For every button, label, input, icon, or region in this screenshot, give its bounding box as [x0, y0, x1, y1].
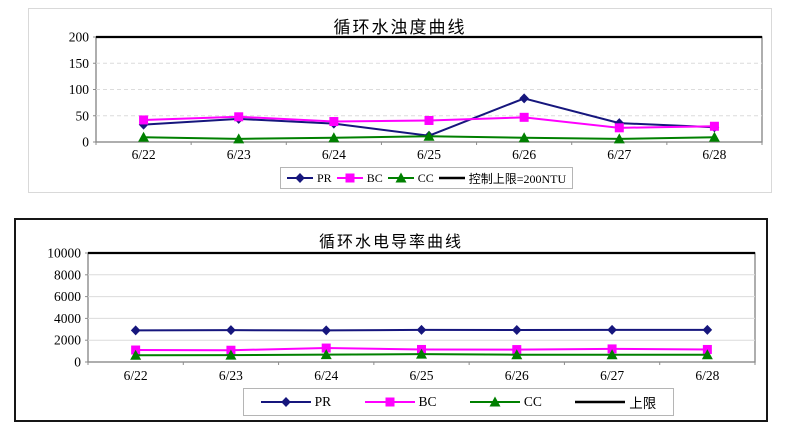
square-marker	[321, 343, 331, 353]
turbidity-chart-card: 循环水浊度曲线 0 50 100 150 200 6/22 6/23 6/24 6/25 6/26…	[28, 8, 772, 193]
x-tick-label: 6/23	[227, 147, 251, 162]
legend-label: 上限	[629, 396, 657, 411]
triangle-marker	[138, 131, 150, 142]
legend-diamond-sample	[260, 397, 311, 407]
square-marker	[614, 123, 624, 133]
square-marker	[709, 121, 719, 131]
x-tick-label: 6/23	[219, 368, 243, 383]
triangle-marker	[416, 348, 427, 359]
diamond-marker	[519, 93, 529, 104]
conductivity-legend: PR BC CC 上限	[243, 388, 674, 416]
legend-label: PR	[317, 170, 332, 185]
diamond-marker	[130, 325, 141, 336]
conductivity-plot-area: 0 2000 4000 6000 8000 10000 6/22 6/23 6/24 6/25 6/…	[47, 246, 756, 383]
diamond-marker	[226, 325, 236, 336]
y-tick-label: 8000	[54, 267, 81, 282]
triangle-marker	[233, 133, 245, 144]
triangle-marker	[320, 349, 332, 360]
triangle-marker	[225, 349, 237, 360]
square-marker	[345, 173, 355, 183]
turbidity-chart-title: 循环水浊度曲线	[333, 18, 467, 37]
square-marker	[607, 344, 617, 354]
x-tick-label: 6/28	[702, 147, 726, 162]
y-tick-label: 4000	[54, 311, 81, 326]
y-tick-label: 2000	[54, 333, 81, 348]
x-tick-label: 6/24	[322, 147, 346, 162]
diamond-marker	[416, 324, 427, 335]
triangle-marker	[328, 132, 340, 143]
conductivity-chart-card: 循环水电导率曲线 0 2000 4000 6000 8000 10000 6/22 6/23 6…	[14, 218, 768, 422]
x-tick-label: 6/25	[409, 368, 433, 383]
triangle-marker	[130, 349, 142, 360]
legend-item-BC: BC	[336, 170, 383, 186]
square-marker	[139, 115, 149, 125]
triangle-marker	[708, 131, 720, 142]
square-marker	[329, 117, 339, 127]
legend-item-控制上限=200NTU: 控制上限=200NTU	[438, 170, 567, 187]
legend-label: PR	[314, 394, 332, 409]
y-tick-label: 6000	[54, 289, 81, 304]
diamond-marker	[295, 173, 305, 183]
square-marker	[385, 397, 395, 407]
x-tick-label: 6/22	[132, 147, 156, 162]
triangle-marker	[606, 349, 618, 360]
legend-triangle-sample	[387, 172, 414, 183]
legend-item-CC: CC	[387, 170, 434, 186]
x-tick-label: 6/22	[124, 368, 148, 383]
y-tick-label: 100	[69, 82, 90, 97]
triangle-marker	[518, 132, 530, 143]
x-tick-label: 6/25	[417, 147, 441, 162]
triangle-marker	[489, 396, 501, 407]
turbidity-legend: PR BC CC 控制上限=200NTU	[280, 167, 574, 189]
legend-triangle-sample	[469, 396, 520, 407]
legend-line-sample	[575, 400, 626, 404]
legend-label: CC	[417, 170, 434, 185]
triangle-marker	[511, 349, 523, 360]
diamond-marker	[607, 324, 617, 335]
y-tick-label: 10000	[47, 246, 81, 261]
x-tick-label: 6/27	[607, 147, 631, 162]
y-tick-label: 0	[82, 135, 89, 150]
x-tick-label: 6/27	[600, 368, 624, 383]
diamond-marker	[280, 397, 291, 407]
legend-diamond-sample	[287, 173, 313, 183]
legend-item-CC: CC	[469, 394, 542, 410]
conductivity-chart-title: 循环水电导率曲线	[318, 234, 463, 251]
y-tick-label: 0	[74, 355, 81, 370]
x-tick-label: 6/26	[505, 368, 529, 383]
square-marker	[234, 112, 244, 122]
y-tick-label: 50	[76, 108, 90, 123]
legend-label: BC	[418, 394, 437, 409]
diamond-marker	[702, 324, 713, 335]
x-tick-label: 6/26	[512, 147, 536, 162]
triangle-marker	[395, 172, 407, 183]
legend-line-sample	[438, 176, 465, 180]
legend-label: CC	[523, 394, 542, 409]
diamond-marker	[321, 325, 332, 336]
triangle-marker	[701, 349, 713, 360]
y-tick-label: 150	[69, 56, 90, 71]
y-tick-label: 200	[69, 30, 90, 45]
x-tick-label: 6/28	[695, 368, 719, 383]
turbidity-plot-area: 0 50 100 150 200 6/22 6/23 6/24 6/25 6/26 6/27 6/28	[69, 30, 763, 162]
legend-square-sample	[336, 173, 363, 183]
triangle-marker	[613, 133, 625, 144]
legend-square-sample	[364, 397, 415, 407]
legend-item-上限: 上限	[575, 392, 656, 412]
legend-item-BC: BC	[364, 394, 437, 410]
x-tick-label: 6/24	[314, 368, 338, 383]
legend-label: BC	[366, 170, 383, 185]
square-marker	[519, 112, 529, 122]
plot-frame	[87, 252, 756, 363]
legend-item-PR: PR	[260, 394, 332, 410]
legend-label: 控制上限=200NTU	[468, 171, 567, 186]
triangle-marker	[423, 130, 435, 141]
legend-item-PR: PR	[287, 171, 332, 186]
square-marker	[424, 115, 434, 125]
diamond-marker	[511, 324, 522, 335]
